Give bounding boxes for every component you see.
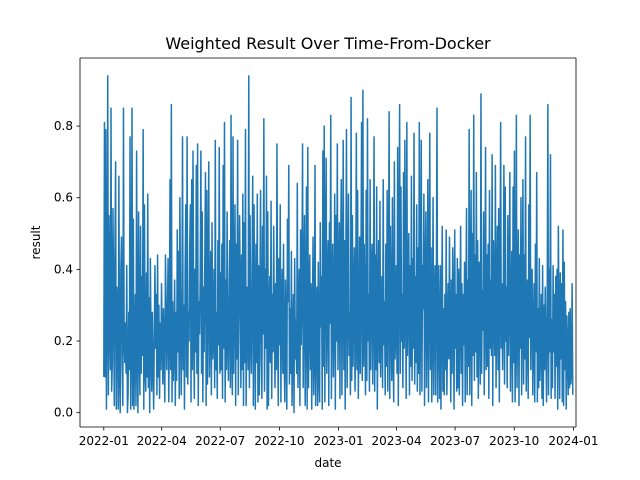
y-tick-label: 0.4 <box>54 262 73 276</box>
x-tick-label: 2022-10 <box>254 434 304 448</box>
x-tick-label: 2024-01 <box>548 434 598 448</box>
x-tick-label: 2023-04 <box>371 434 421 448</box>
y-tick-label: 0.6 <box>54 191 73 205</box>
x-axis-ticks: 2022-01 2022-04 2022-07 2022-10 2023-01 2023-… <box>79 427 598 448</box>
series-line-0 <box>103 75 574 414</box>
y-axis-ticks: 0.0 0.2 0.4 0.6 0.8 <box>54 119 80 420</box>
x-tick-label: 2023-01 <box>314 434 364 448</box>
axes-frame <box>79 57 577 428</box>
y-axis-label: result <box>29 225 43 259</box>
x-tick-label: 2022-04 <box>137 434 187 448</box>
series-layer <box>103 75 574 414</box>
chart-title: Weighted Result Over Time-From-Docker <box>165 34 491 53</box>
x-tick-label: 2023-07 <box>430 434 480 448</box>
x-axis-label: date <box>314 456 341 470</box>
y-tick-label: 0.0 <box>54 406 73 420</box>
x-tick-label: 2022-07 <box>195 434 245 448</box>
y-tick-label: 0.2 <box>54 334 73 348</box>
x-tick-label: 2022-01 <box>79 434 129 448</box>
x-tick-label: 2023-10 <box>489 434 539 448</box>
y-tick-label: 0.8 <box>54 119 73 133</box>
